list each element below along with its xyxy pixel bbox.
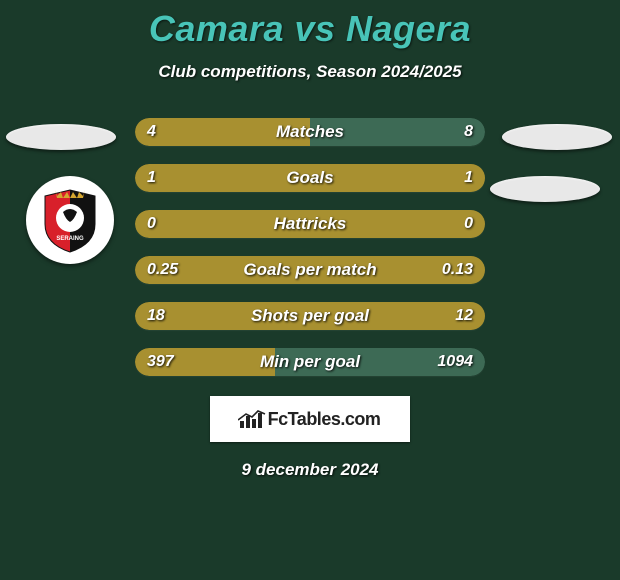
stat-bars: Matches48 Goals11 Hattricks00 Goals per mat… [135,118,485,376]
club-badge: SERAING [26,176,114,264]
stat-bar-left-fill [135,164,485,192]
svg-text:SERAING: SERAING [56,236,84,242]
player-photo-placeholder-right-2 [490,176,600,202]
stat-bar-left-fill [135,118,310,146]
club-shield-icon: SERAING [41,186,99,254]
page-title: Camara vs Nagera [149,8,471,50]
content-area: Camara vs Nagera Club competitions, Seas… [0,0,620,580]
stat-bar-track [135,118,485,146]
footer-date: 9 december 2024 [241,460,378,480]
stat-bar-left-fill [135,256,485,284]
stat-bar-track [135,348,485,376]
chart-icon [240,410,262,428]
stat-bar-right-fill [275,348,485,376]
stat-row: Hattricks00 [135,210,485,238]
stat-bar-track [135,164,485,192]
stat-bar-left-fill [135,210,485,238]
stat-row: Goals per match0.250.13 [135,256,485,284]
page-subtitle: Club competitions, Season 2024/2025 [158,62,461,82]
stat-row: Matches48 [135,118,485,146]
stat-bar-track [135,210,485,238]
stat-bar-left-fill [135,348,275,376]
stat-row: Min per goal3971094 [135,348,485,376]
stat-bar-right-fill [310,118,485,146]
stat-bar-left-fill [135,302,485,330]
stat-bar-track [135,302,485,330]
player-photo-placeholder-left [6,124,116,150]
stat-row: Goals11 [135,164,485,192]
branding-box[interactable]: FcTables.com [210,396,410,442]
player-photo-placeholder-right-1 [502,124,612,150]
stat-bar-track [135,256,485,284]
branding-label: FcTables.com [268,409,381,430]
stat-row: Shots per goal1812 [135,302,485,330]
